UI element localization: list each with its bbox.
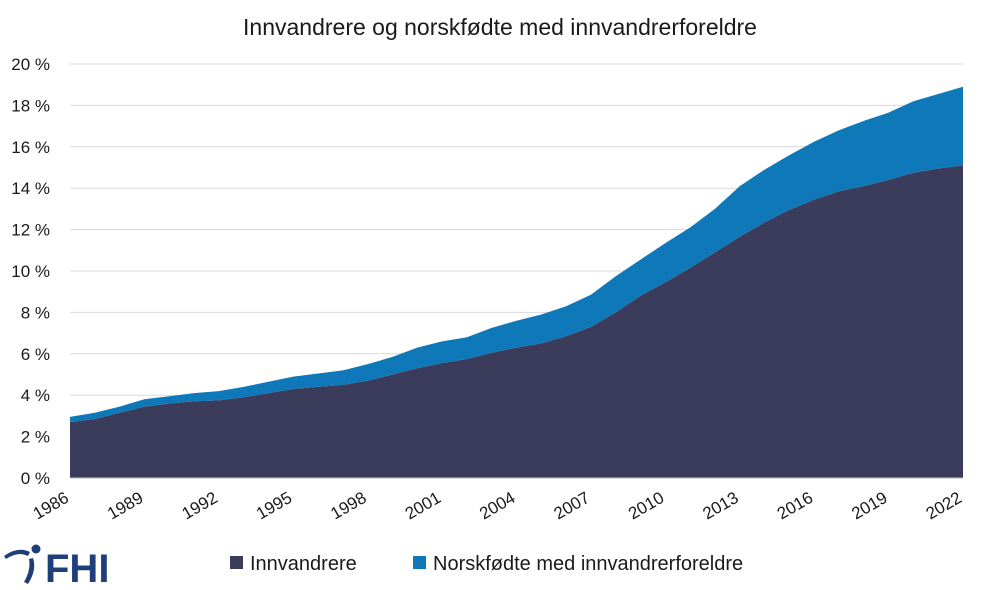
x-tick-label: 2001 <box>402 488 444 523</box>
x-tick-label: 1995 <box>253 488 295 523</box>
x-tick-label: 2007 <box>551 488 593 523</box>
y-tick-label: 6 % <box>21 345 50 364</box>
fhi-logo-icon <box>4 544 41 584</box>
y-tick-label: 16 % <box>11 138 50 157</box>
chart-areas <box>70 86 963 478</box>
x-tick-label: 2004 <box>476 488 518 523</box>
x-tick-label: 1998 <box>327 488 369 523</box>
fhi-logo-text: FHI <box>45 547 109 590</box>
x-tick-label: 2016 <box>774 488 816 523</box>
x-axis-ticks: 1986 1989 1992 1995 1998 2001 2004 2007 2010 2013… <box>30 488 965 523</box>
x-tick-label: 2013 <box>699 488 741 523</box>
y-tick-label: 12 % <box>11 221 50 240</box>
area-series-2 <box>70 86 963 423</box>
y-tick-label: 8 % <box>21 303 50 322</box>
legend-swatch-innvandrere <box>230 556 243 569</box>
y-tick-label: 4 % <box>21 386 50 405</box>
y-tick-label: 18 % <box>11 96 50 115</box>
legend-swatch-norskfodte <box>413 556 426 569</box>
y-tick-label: 2 % <box>21 428 50 447</box>
fhi-logo: FHI <box>4 544 109 590</box>
x-tick-label: 1989 <box>104 488 146 523</box>
legend: Innvandrere Norskfødte med innvandrerfor… <box>230 553 743 575</box>
legend-label-innvandrere: Innvandrere <box>250 553 357 575</box>
y-tick-label: 0 % <box>21 469 50 488</box>
legend-label-norskfodte: Norskfødte med innvandrerforeldre <box>433 553 743 575</box>
x-tick-label: 2010 <box>625 488 667 523</box>
area-series-1 <box>70 165 963 478</box>
y-tick-label: 10 % <box>11 262 50 281</box>
y-tick-label: 14 % <box>11 179 50 198</box>
chart-title: Innvandrere og norskfødte med innvandrer… <box>243 14 757 40</box>
y-tick-label: 20 % <box>11 55 50 74</box>
x-tick-label: 1992 <box>179 488 221 523</box>
x-tick-label: 2022 <box>923 488 965 523</box>
y-axis-ticks: 0 % 2 % 4 % 6 % 8 % 10 % 12 % 14 % 16 % 18 % 20 % <box>11 55 50 488</box>
x-tick-label: 1986 <box>30 488 72 523</box>
x-tick-label: 2019 <box>848 488 890 523</box>
